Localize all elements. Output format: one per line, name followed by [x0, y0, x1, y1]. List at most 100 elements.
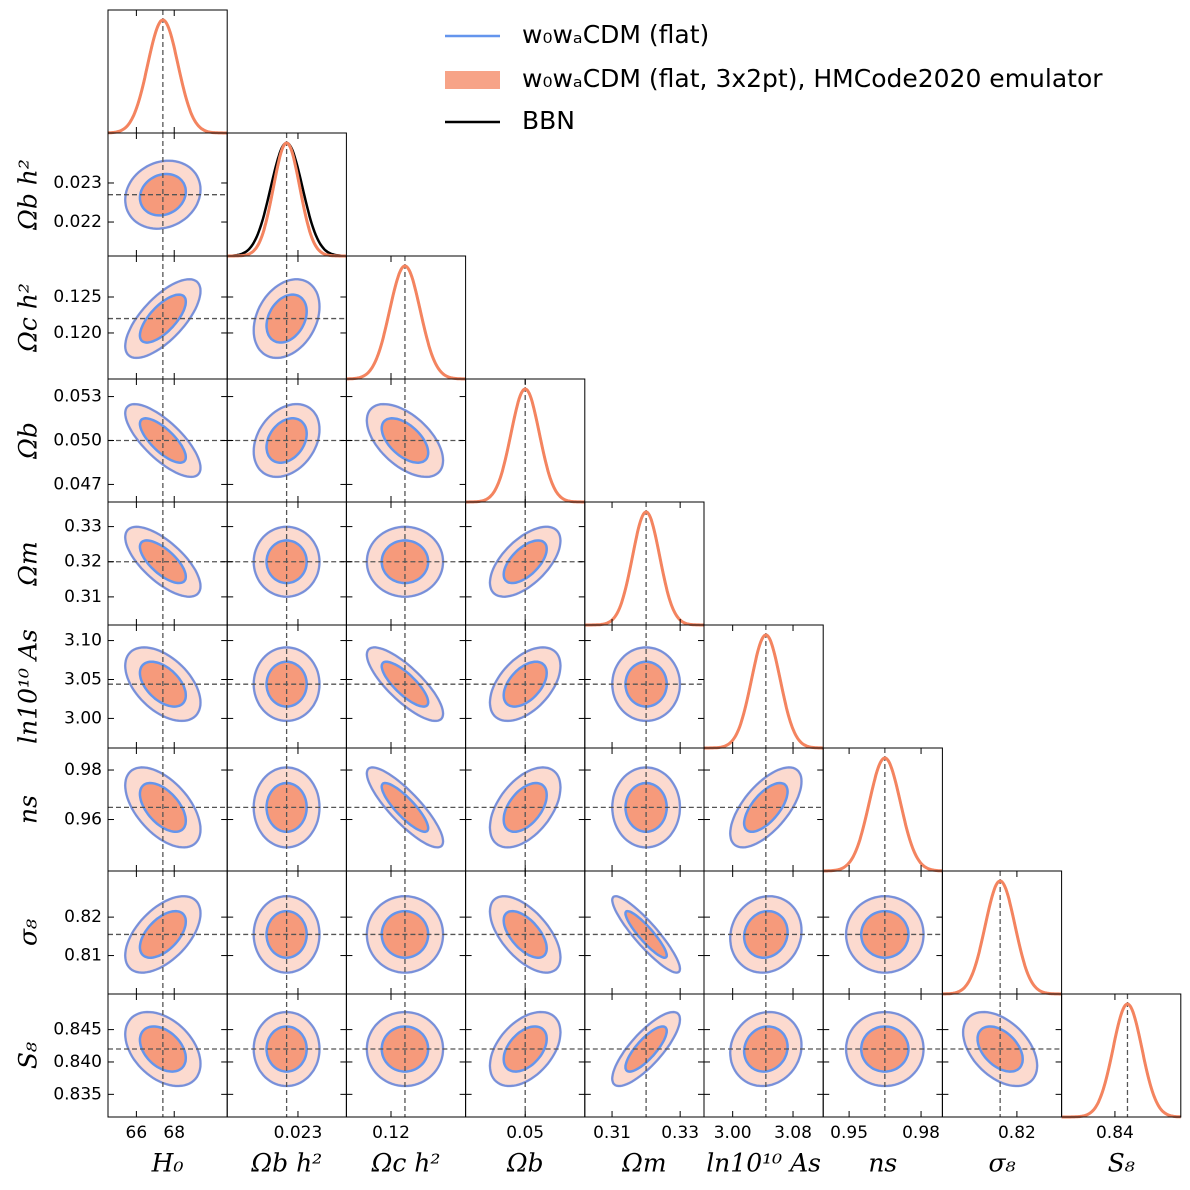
density-curve [704, 633, 824, 750]
density-curve [108, 18, 228, 135]
contour-68-line [265, 781, 308, 834]
contour-95-line [123, 894, 202, 974]
contour-68-fill [625, 911, 667, 958]
contour-68-line [265, 293, 308, 344]
y-axis-label: Ωc h² [14, 283, 43, 353]
contour-68-line [742, 1025, 789, 1073]
y-axis-label: Ωb [14, 422, 43, 460]
contour-68-fill [139, 911, 186, 958]
y-axis-label: S₈ [14, 1042, 43, 1069]
panel [823, 994, 943, 1117]
density-curve [942, 879, 1062, 996]
x-axis-label: Ωb [506, 1149, 544, 1178]
panel [584, 625, 704, 748]
contour-68-line [138, 1025, 188, 1073]
y-tick-label: 0.96 [64, 810, 102, 830]
x-tick-label: 0.95 [830, 1123, 868, 1143]
x-tick-label: 0.05 [506, 1123, 544, 1143]
contour-68-line [138, 539, 188, 585]
legend-label: w₀wₐCDM (flat, 3x2pt), HMCode2020 emulat… [522, 64, 1103, 93]
x-axis-label: ln10¹⁰ As [706, 1149, 821, 1178]
y-tick-label: 0.98 [64, 760, 102, 780]
contour-95-line [728, 894, 803, 974]
y-tick-label: 0.050 [53, 431, 102, 451]
contour-68-line [138, 417, 188, 464]
y-tick-label: 3.00 [64, 708, 102, 728]
contour-68-line [742, 909, 789, 959]
contour-68-line [265, 417, 308, 464]
panel [227, 994, 347, 1117]
y-axis-label: ns [14, 795, 43, 824]
panel [108, 625, 228, 748]
contour-68-line [138, 781, 188, 834]
y-tick-label: 0.32 [64, 552, 102, 572]
contour-95-line [488, 766, 562, 849]
contour-68-line [742, 781, 789, 834]
y-tick-label: 0.840 [53, 1052, 102, 1072]
contour-68-fill [744, 911, 788, 958]
contour-68-fill [861, 911, 909, 958]
x-tick-label: 0.12 [372, 1123, 410, 1143]
panel [108, 502, 228, 625]
contour-95-line [728, 1010, 803, 1088]
panel [108, 256, 228, 379]
contour-68-line [380, 781, 430, 834]
panel [465, 748, 585, 871]
panel [108, 379, 228, 502]
contour-68-line [502, 909, 548, 959]
panel [704, 748, 824, 871]
y-tick-label: 0.120 [53, 323, 102, 343]
panel [465, 625, 585, 748]
density-curve [108, 18, 228, 135]
panel [108, 133, 228, 256]
contour-68-fill [139, 294, 186, 343]
x-axis-label: S₈ [1108, 1149, 1135, 1178]
y-tick-label: 3.10 [64, 631, 102, 651]
x-axis-label: Ωc h² [371, 1149, 441, 1178]
x-tick-label: 3.08 [774, 1123, 812, 1143]
panel [465, 502, 585, 625]
density-curve [823, 756, 943, 873]
contour-68-line [624, 1025, 668, 1073]
y-tick-label: 0.31 [64, 587, 102, 607]
x-tick-label: 0.33 [661, 1123, 699, 1143]
contour-68-line [624, 909, 668, 959]
panel [465, 994, 585, 1117]
contour-95-line [123, 159, 202, 230]
y-tick-label: 0.053 [53, 387, 102, 407]
panel-frame [345, 255, 467, 380]
contour-95-line [488, 894, 562, 974]
y-axis-label: Ωm [14, 541, 43, 586]
panel [346, 502, 466, 625]
x-tick-label: 0.82 [998, 1123, 1036, 1143]
density-curve [346, 264, 466, 381]
contour-68-line [265, 539, 308, 585]
x-tick-label: 0.98 [902, 1123, 940, 1143]
contour-95-line [488, 646, 562, 723]
legend-label: BBN [522, 106, 575, 135]
y-tick-label: 0.835 [53, 1084, 102, 1104]
contour-68-fill [625, 1026, 667, 1072]
contour-68-fill [744, 1026, 788, 1072]
panel [227, 871, 347, 994]
panel [108, 871, 228, 994]
contour-95-line [610, 1010, 682, 1088]
panel [227, 748, 347, 871]
contour-68-fill [861, 1026, 909, 1072]
panel [227, 625, 347, 748]
panel [108, 994, 228, 1117]
panel [346, 871, 466, 994]
contour-68-line [859, 1025, 910, 1073]
panel-frame [1061, 993, 1182, 1118]
density-curve [465, 387, 585, 504]
contour-95-line [844, 1010, 925, 1088]
x-tick-label: 0.84 [1096, 1123, 1134, 1143]
x-axis-label: Ωm [621, 1149, 666, 1178]
contour-68-line [380, 417, 430, 464]
y-tick-label: 0.845 [53, 1020, 102, 1040]
y-tick-label: 0.023 [53, 173, 102, 193]
x-axis-label: σ₈ [988, 1149, 1015, 1178]
contour-68-fill [139, 1026, 186, 1072]
contour-95-line [123, 1010, 202, 1088]
contour-68-line [502, 1025, 548, 1073]
